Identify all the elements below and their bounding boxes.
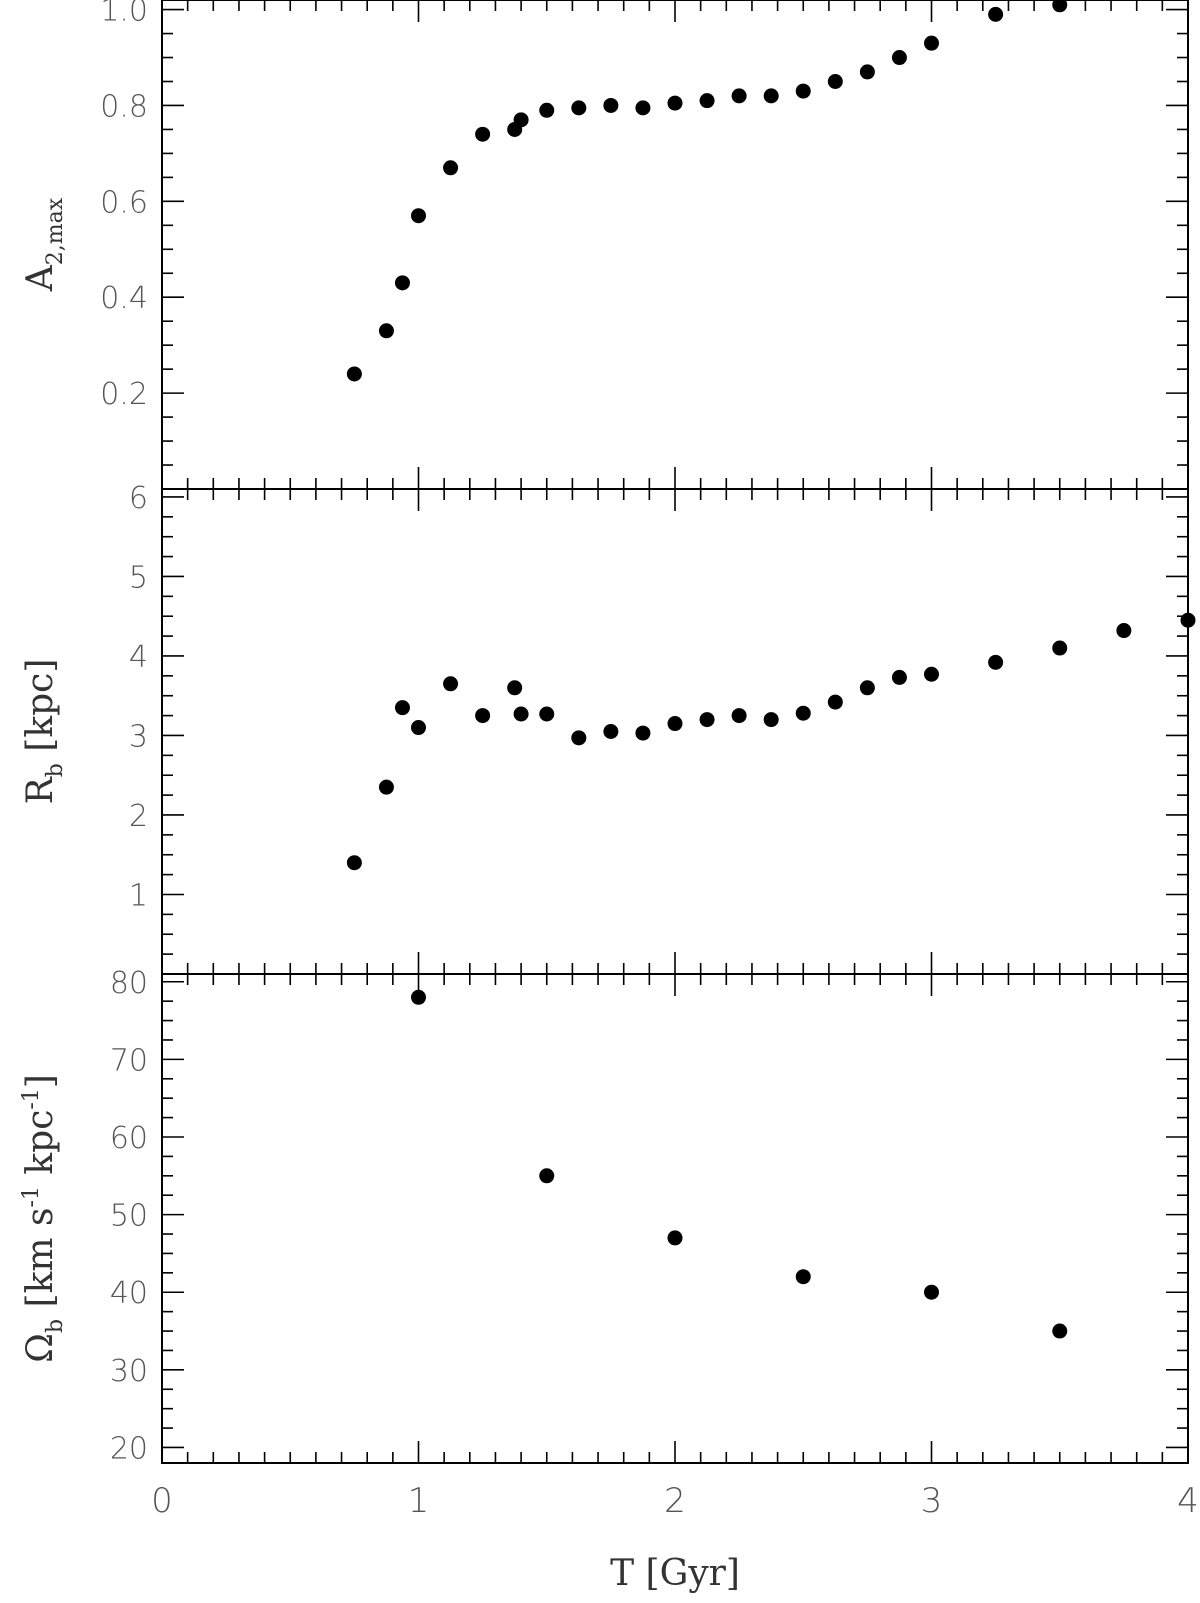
data-point — [571, 100, 587, 116]
data-point — [795, 83, 811, 99]
data-point — [1180, 612, 1196, 628]
x-axis-label: T [Gyr] — [610, 1553, 740, 1594]
data-point — [795, 1269, 811, 1285]
data-point — [378, 323, 394, 339]
data-point — [513, 706, 529, 722]
x-axis: 0 1 2 3 4 T [Gyr] — [151, 1481, 1199, 1594]
data-point — [443, 160, 459, 176]
data-point — [731, 88, 747, 104]
y-tick-label: 60 — [110, 1121, 148, 1156]
y-tick-label: 0.2 — [100, 377, 148, 412]
data-points — [346, 612, 1196, 871]
y-tick-label: 70 — [110, 1043, 148, 1078]
data-point — [571, 730, 587, 746]
y-axis-label: Rb [kpc] — [20, 659, 68, 805]
data-point — [507, 680, 523, 696]
data-point — [603, 97, 619, 113]
data-point — [731, 708, 747, 724]
data-point — [988, 654, 1004, 670]
y-tick-label: 4 — [129, 640, 148, 675]
data-point — [699, 712, 715, 728]
y-tick-label: 1.0 — [100, 0, 148, 29]
data-point — [346, 855, 362, 871]
y-tick-label: 80 — [110, 966, 148, 1001]
x-tick-label: 0 — [151, 1481, 173, 1521]
data-point — [539, 102, 555, 118]
y-tick-label: 50 — [110, 1199, 148, 1234]
data-point — [924, 1284, 939, 1300]
y-tick-label: 0.8 — [100, 89, 148, 124]
y-tick-label: 1 — [129, 878, 148, 913]
data-point — [411, 720, 426, 736]
data-point — [475, 126, 491, 142]
plot-frame — [161, 0, 1189, 490]
x-tick-label: 4 — [1177, 1481, 1199, 1521]
data-point — [513, 112, 529, 128]
data-point — [539, 1168, 555, 1184]
data-points — [346, 0, 1068, 382]
data-point — [891, 669, 907, 685]
plot-frame — [161, 973, 1189, 1464]
data-point — [795, 705, 811, 721]
data-point — [988, 6, 1004, 22]
data-point — [1116, 623, 1132, 639]
data-point — [603, 724, 619, 739]
data-point — [635, 100, 651, 116]
data-point — [394, 700, 410, 716]
data-point — [1052, 0, 1068, 13]
y-tick-label: 20 — [110, 1431, 148, 1466]
data-point — [411, 989, 426, 1005]
data-point — [859, 680, 875, 696]
y-tick-label: 0.4 — [100, 281, 148, 316]
panel-bar-radius: 1 2 3 4 5 6 Rb [kpc] — [20, 481, 1196, 975]
data-point — [763, 88, 779, 104]
y-tick-label: 40 — [110, 1276, 148, 1311]
data-point — [667, 716, 683, 732]
data-point — [394, 275, 410, 291]
data-point — [378, 779, 394, 795]
data-point — [827, 694, 843, 710]
data-point — [411, 208, 426, 224]
data-point — [1052, 1323, 1068, 1339]
x-tick-label: 3 — [921, 1481, 943, 1521]
y-axis-label: Ωb [km s-1 kpc-1] — [19, 1074, 68, 1363]
data-point — [924, 666, 939, 682]
y-tick-label: 30 — [110, 1354, 148, 1389]
data-points — [411, 989, 1068, 1339]
y-tick-label: 3 — [129, 719, 148, 754]
data-point — [443, 676, 459, 692]
data-point — [475, 708, 491, 724]
y-tick-label: 6 — [129, 481, 148, 516]
data-point — [635, 725, 651, 741]
panel-a2max: 0.2 0.4 0.6 0.8 1.0 A2,max — [20, 0, 1189, 490]
data-point — [924, 35, 939, 51]
data-point — [539, 706, 555, 722]
x-tick-label: 1 — [408, 1481, 430, 1521]
data-point — [891, 50, 907, 66]
data-point — [859, 64, 875, 80]
y-tick-label: 2 — [129, 799, 148, 834]
data-point — [346, 366, 362, 382]
y-tick-label: 5 — [129, 560, 148, 595]
x-tick-label: 2 — [664, 1481, 686, 1521]
data-point — [763, 712, 779, 728]
data-point — [667, 95, 683, 111]
data-point — [1052, 640, 1068, 656]
data-point — [827, 74, 843, 89]
y-axis-label: A2,max — [20, 197, 68, 292]
plot-frame — [161, 488, 1189, 975]
y-tick-label: 0.6 — [100, 185, 148, 220]
data-point — [699, 93, 715, 109]
data-point — [667, 1230, 683, 1246]
panel-pattern-speed: 20 30 40 50 60 70 80 Ωb [km s-1 kpc-1] — [19, 966, 1189, 1466]
